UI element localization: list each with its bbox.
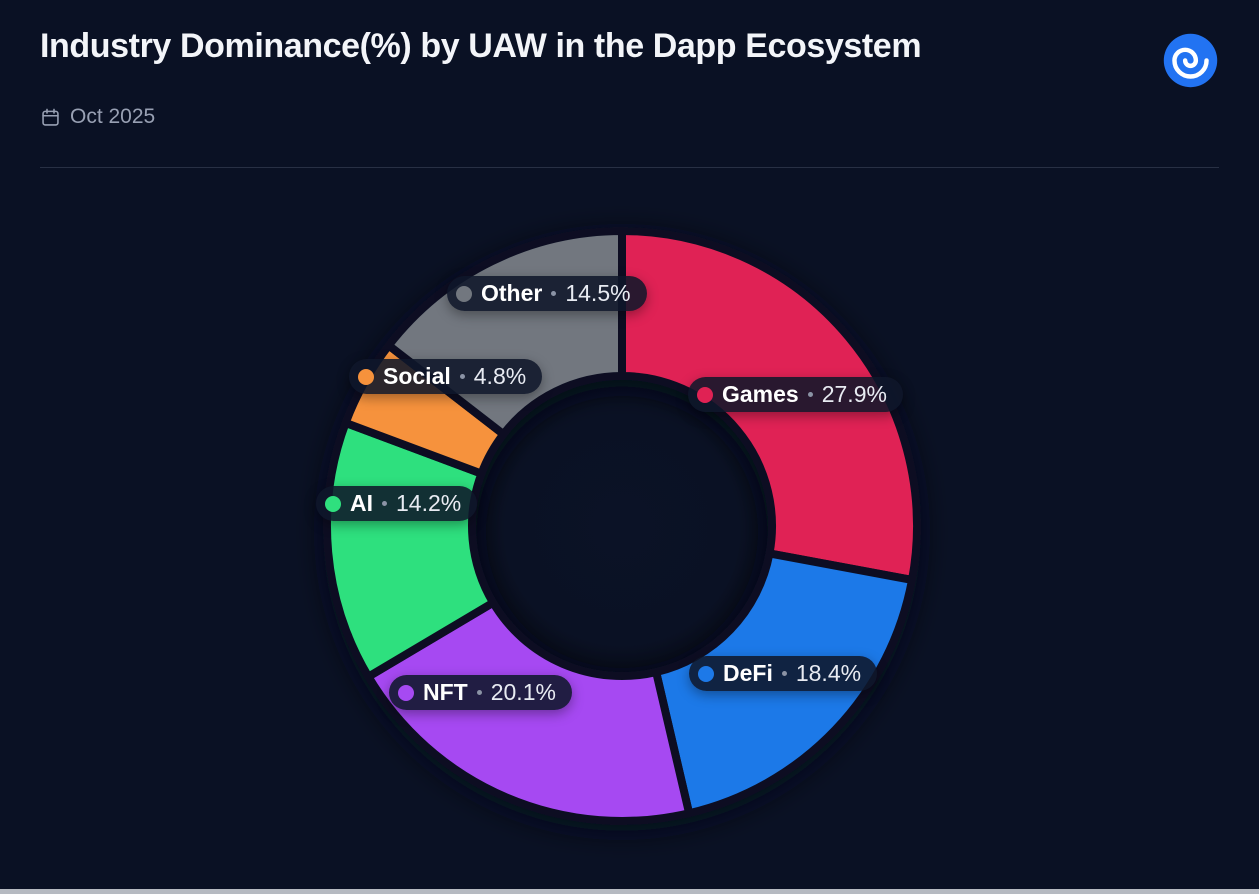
dappradar-logo-icon	[1162, 32, 1219, 89]
segment-nft[interactable]	[364, 598, 694, 825]
calendar-icon	[42, 108, 59, 126]
date-label: Oct 2025	[70, 105, 156, 128]
bottom-edge	[0, 889, 1259, 894]
date-display: Oct 2025	[40, 105, 1219, 129]
header-divider	[40, 167, 1219, 168]
title-row: Industry Dominance(%) by UAW in the Dapp…	[40, 24, 1219, 89]
donut-hole	[470, 374, 774, 678]
header: Industry Dominance(%) by UAW in the Dapp…	[0, 0, 1259, 168]
page-title: Industry Dominance(%) by UAW in the Dapp…	[40, 27, 922, 65]
